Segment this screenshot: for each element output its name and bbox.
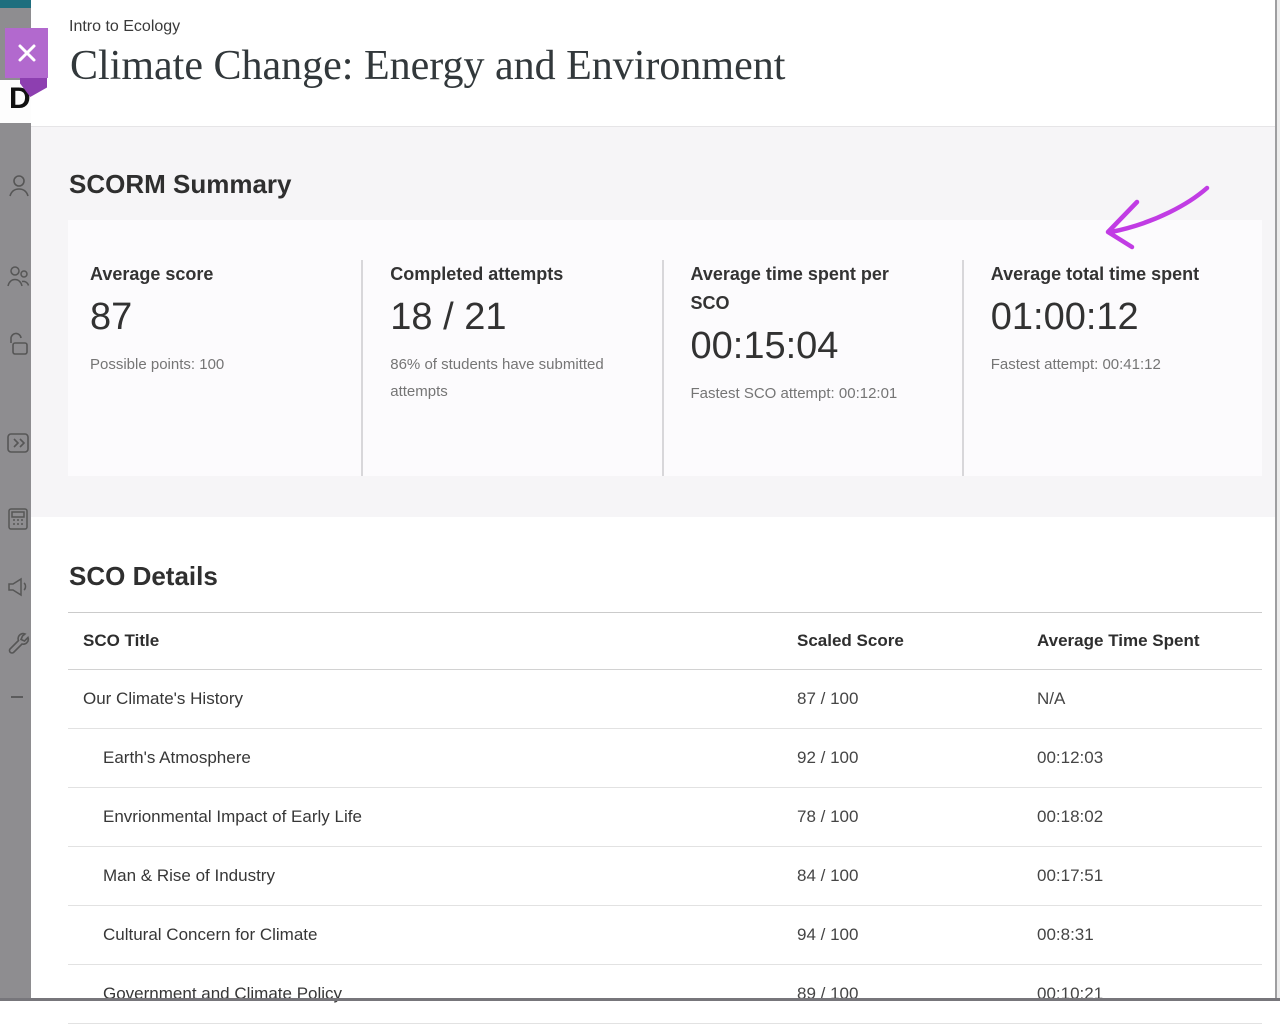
stat-note: Fastest attempt: 00:41:12 xyxy=(990,356,1161,374)
column-header-average-time-spent: Average Time Spent xyxy=(1037,631,1200,650)
unlock-icon[interactable] xyxy=(5,331,31,357)
table-row: Our Climate's History 87 / 100 N/A xyxy=(68,670,1262,729)
summary-stat: Average total time spent 01:00:12 Fastes… xyxy=(961,260,1262,476)
gradebook-icon[interactable] xyxy=(5,506,31,532)
average-time-cell: 00:12:03 xyxy=(1037,748,1104,767)
summary-card: Average score 87 Possible points: 100 Co… xyxy=(68,220,1262,476)
average-time-cell: 00:8:31 xyxy=(1037,925,1094,944)
stat-label: Average total time spent xyxy=(990,264,1200,284)
table-row: Government and Climate Policy 89 / 100 0… xyxy=(68,965,1262,1024)
stat-note: 86% of students have submitted attempts xyxy=(390,356,604,400)
scorm-summary-heading: SCORM Summary xyxy=(69,169,292,199)
summary-stat: Completed attempts 18 / 21 86% of studen… xyxy=(361,260,661,476)
stat-label: Completed attempts xyxy=(390,264,564,284)
sco-title-cell: Man & Rise of Industry xyxy=(103,866,275,885)
scaled-score-cell: 89 / 100 xyxy=(797,984,859,1003)
stat-value: 00:15:04 xyxy=(690,324,839,367)
sco-title-cell: Earth's Atmosphere xyxy=(103,748,251,767)
stat-note: Possible points: 100 xyxy=(90,356,225,374)
sco-title-cell: Government and Climate Policy xyxy=(103,984,343,1003)
page-title: Climate Change: Energy and Environment xyxy=(70,43,786,89)
right-edge-line xyxy=(1275,0,1277,1001)
list-mark-icon[interactable] xyxy=(5,684,31,710)
sidebar-top-bar xyxy=(0,0,31,8)
course-name: Intro to Ecology xyxy=(69,18,181,35)
close-button[interactable] xyxy=(5,28,48,78)
stat-value: 87 xyxy=(90,295,133,338)
scaled-score-cell: 87 / 100 xyxy=(797,689,859,708)
sco-details-table: SCO Title Scaled Score Average Time Spen… xyxy=(68,612,1262,1024)
column-header-scaled-score: Scaled Score xyxy=(797,631,904,650)
summary-stat: Average score 87 Possible points: 100 xyxy=(68,260,361,476)
scaled-score-cell: 94 / 100 xyxy=(797,925,859,944)
bottom-edge-line xyxy=(0,998,1280,1001)
wrench-icon[interactable] xyxy=(5,630,31,656)
person-icon[interactable] xyxy=(5,172,31,198)
table-header-row: SCO Title Scaled Score Average Time Spen… xyxy=(68,613,1262,670)
scorm-report-panel: Intro to Ecology Climate Change: Energy … xyxy=(31,0,1280,1024)
group-icon[interactable] xyxy=(5,263,31,289)
sco-details-heading: SCO Details xyxy=(69,561,218,591)
average-time-cell: N/A xyxy=(1037,689,1066,708)
table-top-rule xyxy=(68,612,1262,613)
table-row: Earth's Atmosphere 92 / 100 00:12:03 xyxy=(68,729,1262,788)
sco-title-cell: Our Climate's History xyxy=(83,689,244,708)
close-icon xyxy=(18,44,35,62)
collapse-panel-icon[interactable] xyxy=(5,430,31,456)
background-sidebar: D xyxy=(0,0,31,1001)
average-time-cell: 00:10:21 xyxy=(1037,984,1104,1003)
average-time-cell: 00:18:02 xyxy=(1037,807,1104,826)
stat-value: 18 / 21 xyxy=(390,295,507,338)
table-row: Envrionmental Impact of Early Life 78 / … xyxy=(68,788,1262,847)
stat-label: Average time spent per SCO xyxy=(690,264,889,313)
scaled-score-cell: 78 / 100 xyxy=(797,807,859,826)
panel-header: Intro to Ecology Climate Change: Energy … xyxy=(31,0,1280,127)
column-header-sco-title: SCO Title xyxy=(83,631,160,650)
table-row: Man & Rise of Industry 84 / 100 00:17:51 xyxy=(68,847,1262,906)
stat-note: Fastest SCO attempt: 00:12:01 xyxy=(690,385,898,403)
summary-section: SCORM Summary Average score 87 Possible … xyxy=(31,127,1280,517)
stat-value: 01:00:12 xyxy=(990,295,1139,338)
average-time-cell: 00:17:51 xyxy=(1037,866,1104,885)
sco-title-cell: Envrionmental Impact of Early Life xyxy=(103,807,362,826)
stat-label: Average score xyxy=(90,264,214,284)
scaled-score-cell: 84 / 100 xyxy=(797,866,859,885)
announcement-icon[interactable] xyxy=(5,574,31,600)
scaled-score-cell: 92 / 100 xyxy=(797,748,859,767)
table-row: Cultural Concern for Climate 94 / 100 00… xyxy=(68,906,1262,965)
sco-title-cell: Cultural Concern for Climate xyxy=(103,925,318,944)
summary-stat: Average time spent per SCO 00:15:04 Fast… xyxy=(661,260,962,476)
sco-details-section: SCO Details SCO Title Scaled Score Avera… xyxy=(31,517,1280,1024)
right-edge-gutter xyxy=(1277,0,1280,1001)
